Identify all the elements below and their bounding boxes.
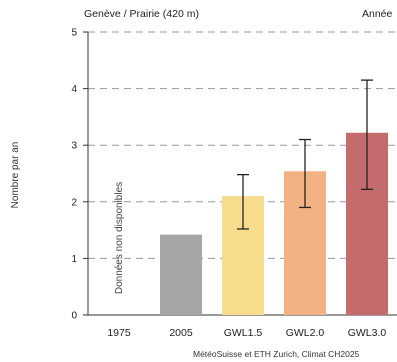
y-tick-label: 2 <box>71 197 77 208</box>
not-available-annotation: Données non disponibles <box>114 182 125 294</box>
y-tick-label: 0 <box>71 311 77 322</box>
x-tick-label: 1975 <box>107 327 131 339</box>
bar-2005 <box>160 234 202 315</box>
y-tick-label: 4 <box>71 84 77 95</box>
x-tick-label: 2005 <box>169 327 193 339</box>
gridlines <box>88 31 397 259</box>
y-axis-label: Nombre par an <box>10 142 21 209</box>
y-tick-label: 3 <box>71 141 77 152</box>
error-bar-GWL2.0 <box>299 138 311 209</box>
error-bar-GWL1.5 <box>237 173 249 230</box>
x-axis-labels: 1975 2005 GWL1.5 GWL2.0 GWL3.0 <box>107 327 386 339</box>
x-tick-label: GWL2.0 <box>286 327 325 339</box>
y-tick-label: 1 <box>71 254 77 265</box>
x-tick-label: GWL3.0 <box>348 327 387 339</box>
error-bar-GWL3.0 <box>361 79 373 190</box>
error-bars <box>237 79 373 230</box>
y-tick-label: 5 <box>71 28 77 39</box>
x-tick-label: GWL1.5 <box>224 327 263 339</box>
source-credit: MétéoSuisse et ETH Zurich, Climat CH2025 <box>193 349 360 359</box>
chart-location-header: Genève / Prairie (420 m) <box>84 8 199 20</box>
chart-period-header: Année <box>362 8 393 20</box>
bars <box>160 132 388 315</box>
